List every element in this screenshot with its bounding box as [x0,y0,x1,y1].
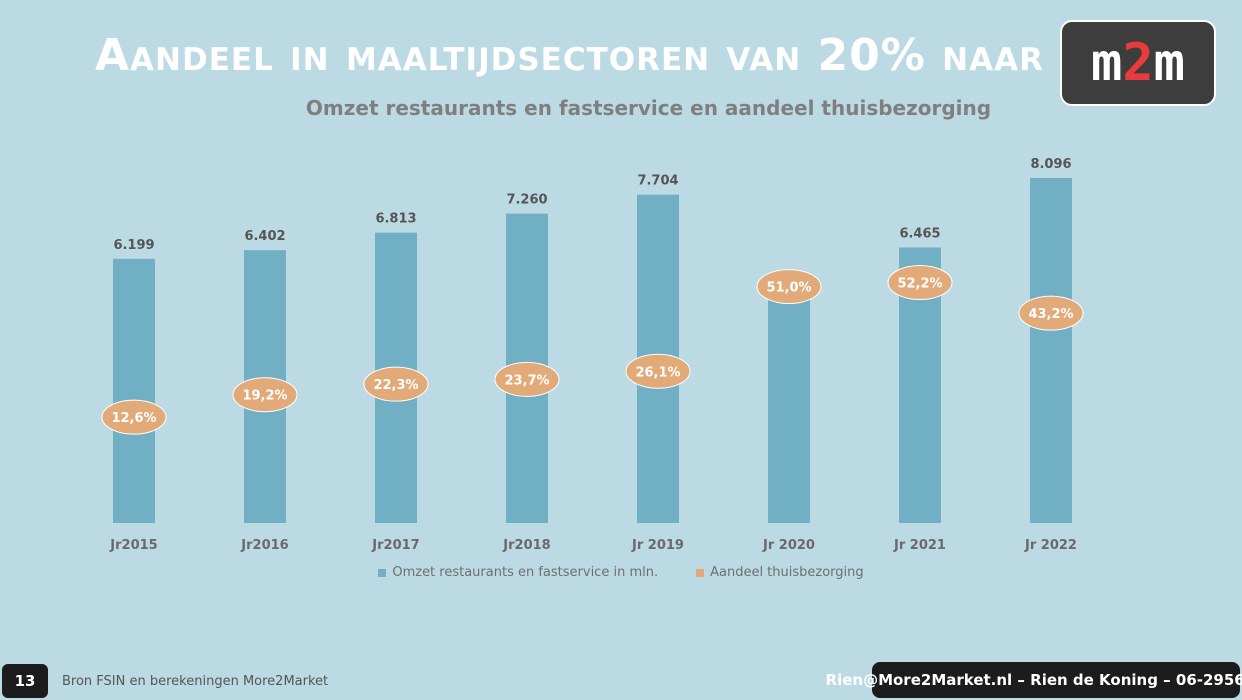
source-note: Bron FSIN en berekeningen More2Market [62,674,329,689]
x-tick-label: Jr2016 [240,538,288,553]
bar-value-label: 7.704 [637,174,678,189]
legend-item-omzet: Omzet restaurants en fastservice in mln. [378,565,658,580]
x-tick-label: Jr 2021 [893,538,946,553]
share-value-label: 26,1% [635,365,680,380]
share-bubble-shape [363,366,429,402]
slide-title: Aandeel in maaltijdsectoren van 20% naar… [95,30,1207,81]
share-bubble: 23,7% [494,361,560,397]
legend-swatch-omzet [378,568,387,577]
bar-value-label: 6.465 [899,227,940,242]
legend-label-omzet: Omzet restaurants en fastservice in mln. [392,565,659,580]
share-bubble-shape [887,265,953,301]
bar-value-label: 7.260 [506,193,547,208]
share-value-label: 19,2% [242,389,287,404]
bar-value-label: 6.199 [113,238,154,253]
share-value-label: 43,2% [1028,307,1073,322]
share-bubble: 22,3% [363,366,429,402]
bar-omzet [1030,178,1072,523]
x-tick-label: Jr2018 [502,538,550,553]
share-value-label: 12,6% [111,411,156,426]
legend-item-aandeel: Aandeel thuisbezorging [696,565,864,580]
share-bubble: 12,6% [101,399,167,435]
contact-bar: Rien@More2Market.nl – Rien de Koning – 0… [826,662,1242,698]
share-bubble-shape [494,361,560,397]
chart-plot: 6.1996.4026.8137.2607.7045.4126.4658.096… [101,157,1084,553]
bar-value-label: 8.096 [1030,157,1071,172]
page-number: 13 [2,664,48,698]
share-bubble-shape [625,353,691,389]
legend-swatch-aandeel [696,568,705,577]
legend-label-aandeel: Aandeel thuisbezorging [710,565,864,580]
logo-letter-m-2: m [1153,33,1185,93]
share-bubble: 43,2% [1018,295,1084,331]
share-bubble-shape [1018,295,1084,331]
share-bubble: 51,0% [756,269,822,305]
share-value-label: 22,3% [373,378,418,393]
x-tick-label: Jr 2020 [762,538,815,553]
x-tick-label: Jr2015 [109,538,157,553]
bar-omzet [768,292,810,523]
chart-title: Omzet restaurants en fastservice en aand… [305,96,992,120]
share-bubble: 52,2% [887,265,953,301]
logo-digit-2: 2 [1122,33,1154,93]
share-value-label: 51,0% [766,281,811,296]
share-value-label: 23,7% [504,373,549,388]
bar-omzet [113,258,155,523]
share-bubble-shape [101,399,167,435]
x-tick-label: Jr 2022 [1024,538,1077,553]
share-value-label: 52,2% [897,277,942,292]
x-tick-label: Jr2017 [371,538,419,553]
logo-letter-m: m [1091,33,1123,93]
share-bubble-shape [232,377,298,413]
share-bubble: 26,1% [625,353,691,389]
share-bubble-shape [756,269,822,305]
chart-legend: Omzet restaurants en fastservice in mln.… [0,565,1242,580]
share-bubble: 19,2% [232,377,298,413]
bar-value-label: 6.402 [244,229,285,244]
x-tick-label: Jr 2019 [631,538,684,553]
bar-value-label: 6.813 [375,212,416,227]
